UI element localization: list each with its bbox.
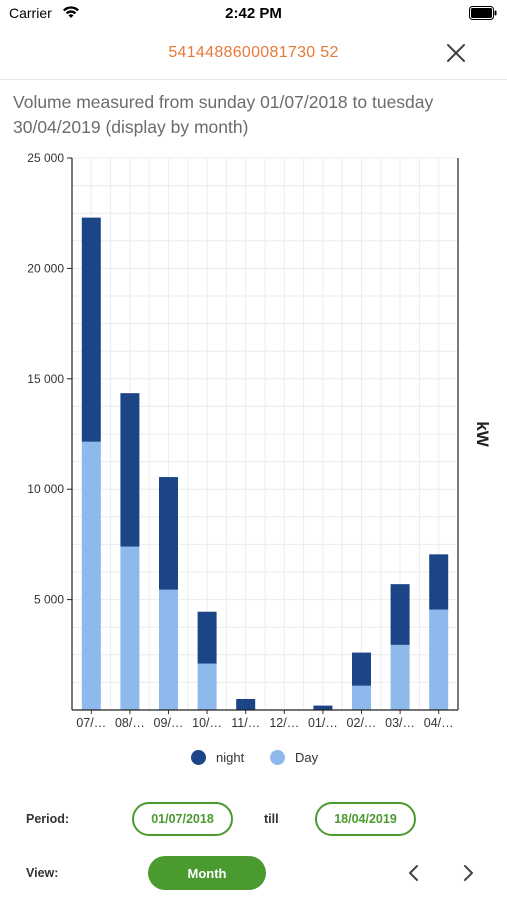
chevron-left-icon[interactable] [404,863,424,883]
x-tick-label: 11/… [231,716,260,730]
legend-label-day: Day [295,750,319,765]
y-tick-label: 10 000 [27,482,64,496]
x-tick-label: 10/… [192,716,222,730]
bar-night-6 [313,705,333,710]
x-tick-label: 01/… [308,716,338,730]
carrier-label: Carrier [9,5,52,21]
chart-legend: night Day [0,750,507,774]
consumption-bar-chart: 07/… 08/… 09/… 10/… 11/… 12/… 01/… 02/… 03/… 04/…… [27,151,492,730]
bar-day-7 [352,685,371,710]
till-label: till [264,812,279,826]
period-label: Period: [26,812,70,826]
x-tick-label: 03/… [385,716,415,730]
x-tick-label: 07/… [76,716,106,730]
x-tick-label: 09/… [154,716,184,730]
view-row: View: Month [0,856,507,890]
x-tick-label: 02/… [347,716,377,730]
x-tick-label: 12/… [269,716,299,730]
bar-night-4 [236,698,256,710]
bar-day-2 [159,589,178,710]
meter-id-title: 5414488600081730 52 [168,44,339,61]
nav-bar: 5414488600081730 52 [0,28,507,80]
battery-icon [469,6,497,20]
wifi-icon [63,6,79,18]
x-tick-label: 04/… [424,716,454,730]
y-axis-label: kW [473,421,492,447]
y-tick-label: 25 000 [27,151,64,165]
bar-night-1 [120,393,140,547]
bar-day-8 [390,644,410,710]
bar-night-3 [197,611,217,664]
legend-swatch-night [191,750,206,765]
chart-title: Volume measured from sunday 01/07/2018 t… [13,92,434,137]
legend-item-day: Day [270,750,318,765]
legend-swatch-day [270,750,285,765]
bar-day-0 [81,441,101,710]
chevron-right-icon[interactable] [458,863,478,883]
bar-night-7 [352,652,371,686]
close-icon[interactable] [445,42,467,64]
y-tick-label: 20 000 [27,261,64,275]
bar-night-0 [81,217,101,442]
y-tick-label: 5 000 [34,593,64,607]
view-label: View: [26,866,59,880]
x-tick-label: 08/… [115,716,145,730]
bar-day-1 [120,546,140,710]
bar-night-8 [390,584,410,645]
period-row: Period: 01/07/2018 till 18/04/2019 [0,802,507,838]
view-mode-button[interactable]: Month [148,856,266,890]
bar-day-3 [197,663,217,710]
bar-night-9 [429,554,449,610]
legend-item-night: night [191,750,244,765]
status-bar: Carrier 2:42 PM [0,0,507,28]
legend-label-night: night [216,750,245,765]
y-tick-label: 15 000 [27,372,64,386]
bar-night-2 [159,477,178,590]
end-date-button[interactable]: 18/04/2019 [315,802,416,836]
status-time: 2:42 PM [225,5,282,22]
start-date-button[interactable]: 01/07/2018 [132,802,233,836]
bar-day-9 [429,609,449,710]
